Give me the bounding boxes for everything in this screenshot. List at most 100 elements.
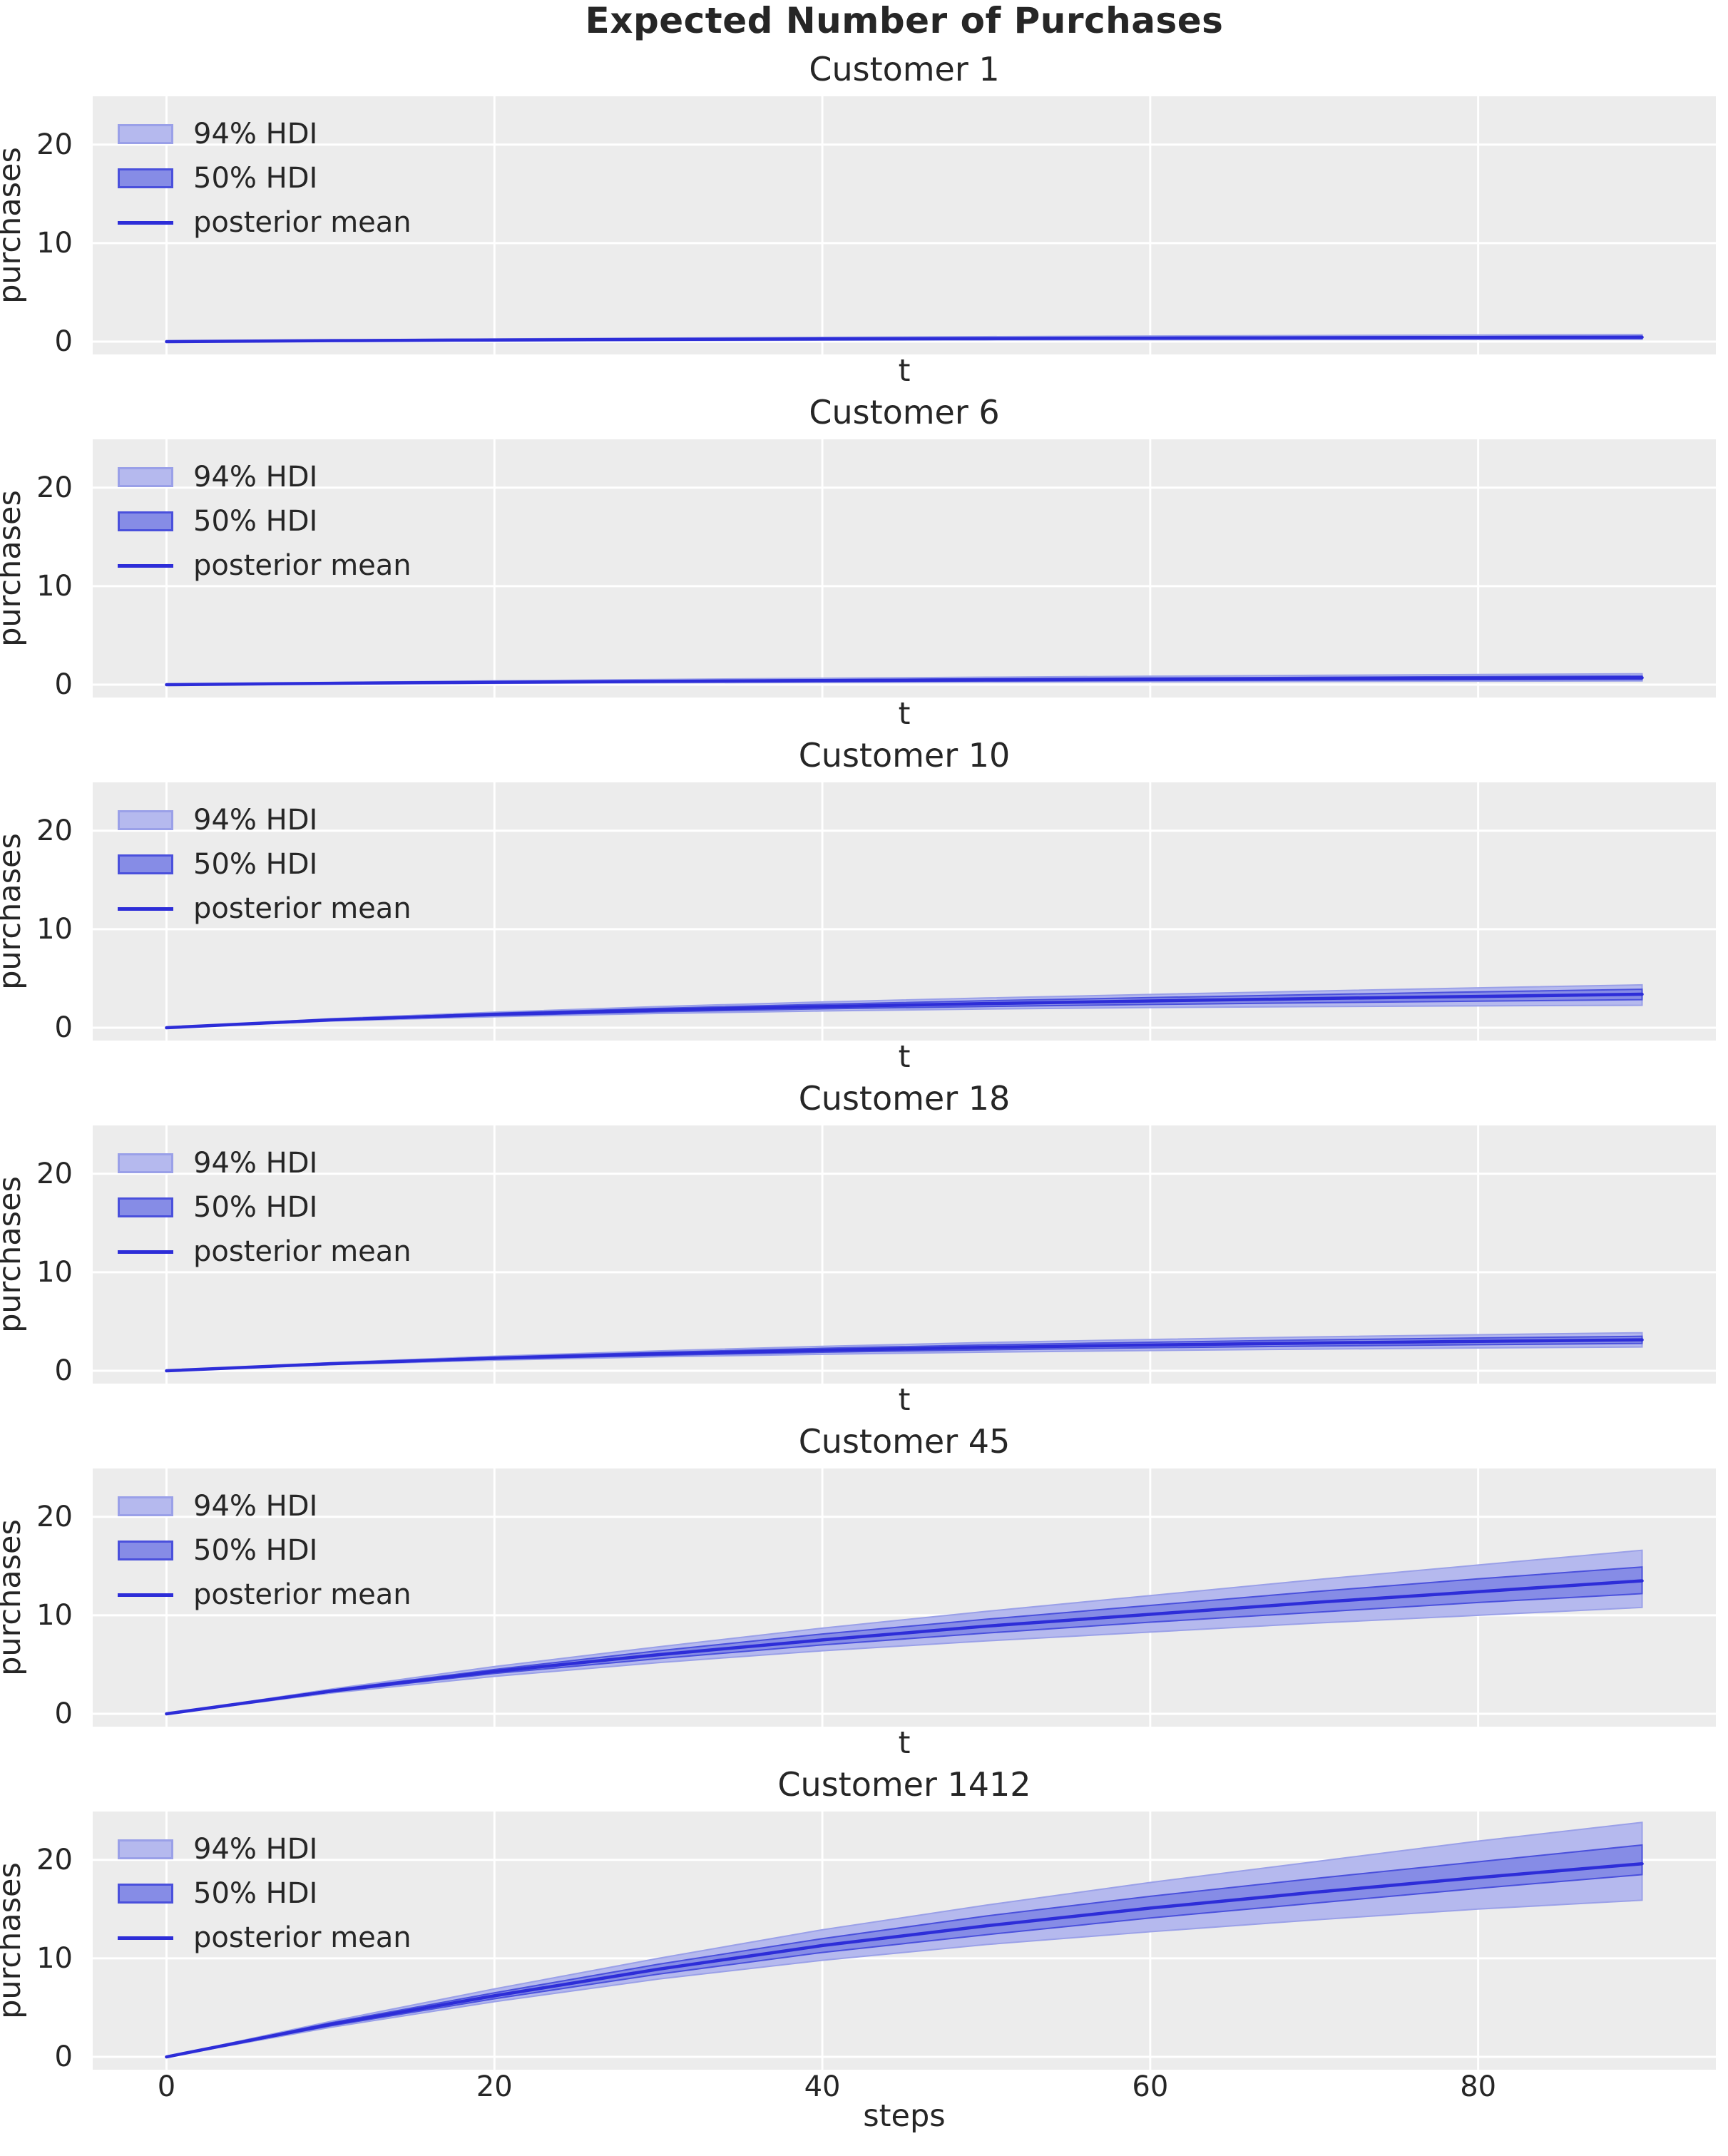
legend-item-posterior-mean: posterior mean: [118, 1230, 411, 1274]
plot-area: [93, 439, 1716, 698]
x-label-row: t: [0, 1382, 1728, 1418]
y-axis-label: purchases: [0, 147, 28, 304]
posterior-mean-line-swatch: [118, 1593, 173, 1597]
y-axis-label: purchases: [0, 490, 28, 647]
plot-area: [93, 96, 1716, 354]
legend-label: 94% HDI: [193, 1833, 318, 1866]
plot-body: purchases 0 10 20 94% HDI 50% HDI posterior me…: [0, 96, 1728, 359]
y-tick-label: 20: [36, 471, 73, 504]
y-tick-label: 0: [54, 325, 73, 359]
y-axis-label: purchases: [0, 1176, 28, 1333]
posterior-mean-line-swatch: [118, 906, 173, 911]
y-axis-label: purchases: [0, 833, 28, 990]
legend-label: posterior mean: [193, 1921, 411, 1954]
plot-body: purchases 0 10 20 94% HDI 50% HDI posterior me…: [0, 1812, 1728, 2074]
legend-item-50-hdi: 50% HDI: [118, 1528, 411, 1573]
legend-label: 94% HDI: [193, 1490, 318, 1523]
hdi-94-swatch: [118, 467, 173, 487]
y-tick-label: 0: [54, 1354, 73, 1388]
legend-label: 50% HDI: [193, 848, 318, 881]
legend-label: 50% HDI: [193, 1191, 318, 1224]
hdi-50-swatch: [118, 1884, 173, 1904]
legend: 94% HDI 50% HDI posterior mean: [118, 1141, 411, 1274]
legend-label: 50% HDI: [193, 505, 318, 538]
y-tick-label: 10: [36, 1941, 73, 1975]
y-tick-label: 10: [36, 912, 73, 946]
plot-body: purchases 0 10 20 94% HDI 50% HDI posterior me…: [0, 1468, 1728, 1728]
legend-label: posterior mean: [193, 1235, 411, 1268]
x-tick-label: 20: [476, 2070, 513, 2103]
legend-item-94-hdi: 94% HDI: [118, 798, 411, 842]
x-label-row: steps: [0, 2100, 1728, 2137]
hdi-94-swatch: [118, 1496, 173, 1516]
plot-body: purchases 0 10 20 94% HDI 50% HDI posterior me…: [0, 1125, 1728, 1388]
subplot-title: Customer 1412: [777, 1764, 1031, 1804]
x-tick-label: 0: [157, 2070, 176, 2103]
plot-area: [93, 782, 1716, 1041]
subplots-container: Customer 1 purchases 0 10 20 94% HDI 50% HDI po…: [0, 41, 1728, 2137]
subplot-title: Customer 6: [809, 392, 1000, 431]
figure-title: Expected Number of Purchases: [585, 0, 1224, 41]
y-tick-label: 10: [36, 1598, 73, 1632]
hdi-50-band: [166, 1844, 1643, 2058]
y-tick-label: 0: [54, 1011, 73, 1045]
legend-item-posterior-mean: posterior mean: [118, 1573, 411, 1617]
legend-label: 94% HDI: [193, 804, 318, 837]
x-axis-label: steps: [863, 2098, 946, 2134]
legend-label: posterior mean: [193, 892, 411, 925]
y-tick-label: 0: [54, 2040, 73, 2074]
legend-item-94-hdi: 94% HDI: [118, 1827, 411, 1871]
legend-label: posterior mean: [193, 206, 411, 239]
subplot-title: Customer 10: [798, 735, 1011, 775]
y-tick-label: 10: [36, 226, 73, 260]
y-axis-label: purchases: [0, 1862, 28, 2019]
legend-item-50-hdi: 50% HDI: [118, 1185, 411, 1230]
hdi-50-swatch: [118, 854, 173, 874]
posterior-mean-line: [165, 1338, 1644, 1373]
x-tick-label: 80: [1460, 2070, 1497, 2103]
hdi-50-swatch: [118, 1197, 173, 1217]
x-axis-label: t: [898, 696, 911, 732]
legend: 94% HDI 50% HDI posterior mean: [118, 798, 411, 931]
subplot-title: Customer 45: [798, 1421, 1011, 1461]
x-label-row: t: [0, 1039, 1728, 1075]
y-tick-label: 20: [36, 1157, 73, 1190]
legend-label: 94% HDI: [193, 118, 318, 150]
posterior-mean-line: [165, 675, 1644, 687]
x-axis-label: t: [898, 1039, 911, 1075]
hdi-94-swatch: [118, 810, 173, 830]
legend: 94% HDI 50% HDI posterior mean: [118, 112, 411, 245]
posterior-mean-line-swatch: [118, 220, 173, 225]
posterior-mean-line-swatch: [118, 563, 173, 568]
y-axis-label: purchases: [0, 1519, 28, 1676]
hdi-50-swatch: [118, 511, 173, 531]
hdi-94-swatch: [118, 1839, 173, 1859]
posterior-mean-line-swatch: [118, 1250, 173, 1254]
legend-label: 50% HDI: [193, 1534, 318, 1567]
plot-area: [93, 1812, 1716, 2070]
plot-area: [93, 1125, 1716, 1384]
hdi-94-swatch: [118, 124, 173, 144]
subplot-title: Customer 1: [809, 49, 1000, 88]
legend: 94% HDI 50% HDI posterior mean: [118, 1484, 411, 1617]
subplot-customer-1: Customer 1 purchases 0 10 20 94% HDI 50% HDI po…: [0, 41, 1728, 387]
x-axis-label: t: [898, 1725, 911, 1761]
posterior-mean-line-swatch: [118, 1936, 173, 1940]
x-tick-label: 60: [1132, 2070, 1169, 2103]
hdi-94-swatch: [118, 1153, 173, 1173]
legend-item-posterior-mean: posterior mean: [118, 543, 411, 588]
hdi-50-swatch: [118, 1541, 173, 1560]
x-label-row: t: [0, 354, 1728, 387]
legend-item-posterior-mean: posterior mean: [118, 1916, 411, 1960]
legend: 94% HDI 50% HDI posterior mean: [118, 1827, 411, 1960]
legend-label: 50% HDI: [193, 162, 318, 195]
y-tick-label: 10: [36, 1255, 73, 1289]
x-axis-label: t: [898, 1382, 911, 1418]
legend-item-94-hdi: 94% HDI: [118, 1141, 411, 1185]
y-tick-label: 20: [36, 128, 73, 161]
plot-area: [93, 1468, 1716, 1727]
y-tick-label: 10: [36, 569, 73, 603]
legend-item-50-hdi: 50% HDI: [118, 1871, 411, 1916]
legend-item-94-hdi: 94% HDI: [118, 112, 411, 156]
posterior-mean-line: [165, 1579, 1644, 1716]
